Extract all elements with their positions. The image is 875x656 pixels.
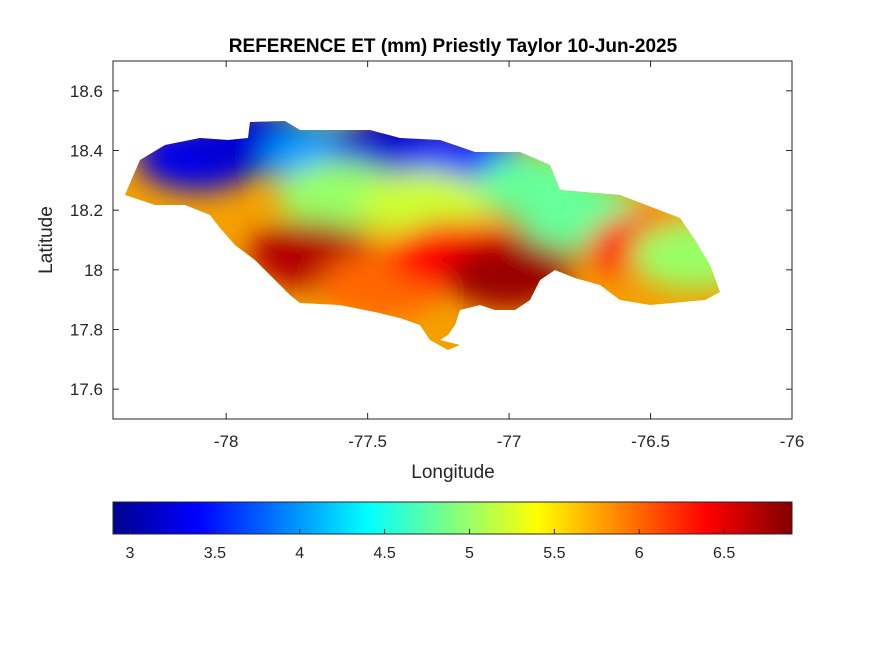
x-tick-label: -77.5	[348, 432, 387, 451]
y-tick-label: 18.4	[70, 142, 103, 161]
colorbar-tick-label: 6.5	[713, 545, 735, 562]
colorbar-tick-label: 6	[635, 545, 644, 562]
x-tick-label: -76.5	[631, 432, 670, 451]
y-tick-label: 17.8	[70, 321, 103, 340]
x-axis-label: Longitude	[411, 462, 494, 483]
colorbar-tick-label: 4	[295, 545, 304, 562]
x-tick-label: -76	[780, 432, 805, 451]
y-tick-label: 18	[84, 261, 103, 280]
colorbar-tick-label: 3	[126, 545, 135, 562]
y-tick-label: 17.6	[70, 380, 103, 399]
x-tick-label: -77	[497, 432, 522, 451]
colorbar-tick-label: 4.5	[373, 545, 395, 562]
y-axis-label: Latitude	[36, 206, 57, 274]
y-tick-label: 18.2	[70, 201, 103, 220]
colorbar-tick-label: 3.5	[204, 545, 226, 562]
colorbar	[112, 501, 793, 535]
colorbar-ticks: 3 3.5 4 4.5 5 5.5 6 6.5	[126, 529, 735, 562]
colorbar-tick-label: 5.5	[543, 545, 565, 562]
y-ticks: 17.6 17.8 18 18.2 18.4 18.6	[70, 82, 792, 399]
x-tick-label: -78	[214, 432, 239, 451]
heatmap-blobs	[135, 121, 720, 319]
plot-title: REFERENCE ET (mm) Priestly Taylor 10-Jun…	[229, 36, 678, 57]
colorbar-tick-label: 5	[465, 545, 474, 562]
y-tick-label: 18.6	[70, 82, 103, 101]
x-ticks: -78 -77.5 -77 -76.5 -76	[214, 61, 804, 451]
heatmap-cell	[630, 220, 720, 289]
